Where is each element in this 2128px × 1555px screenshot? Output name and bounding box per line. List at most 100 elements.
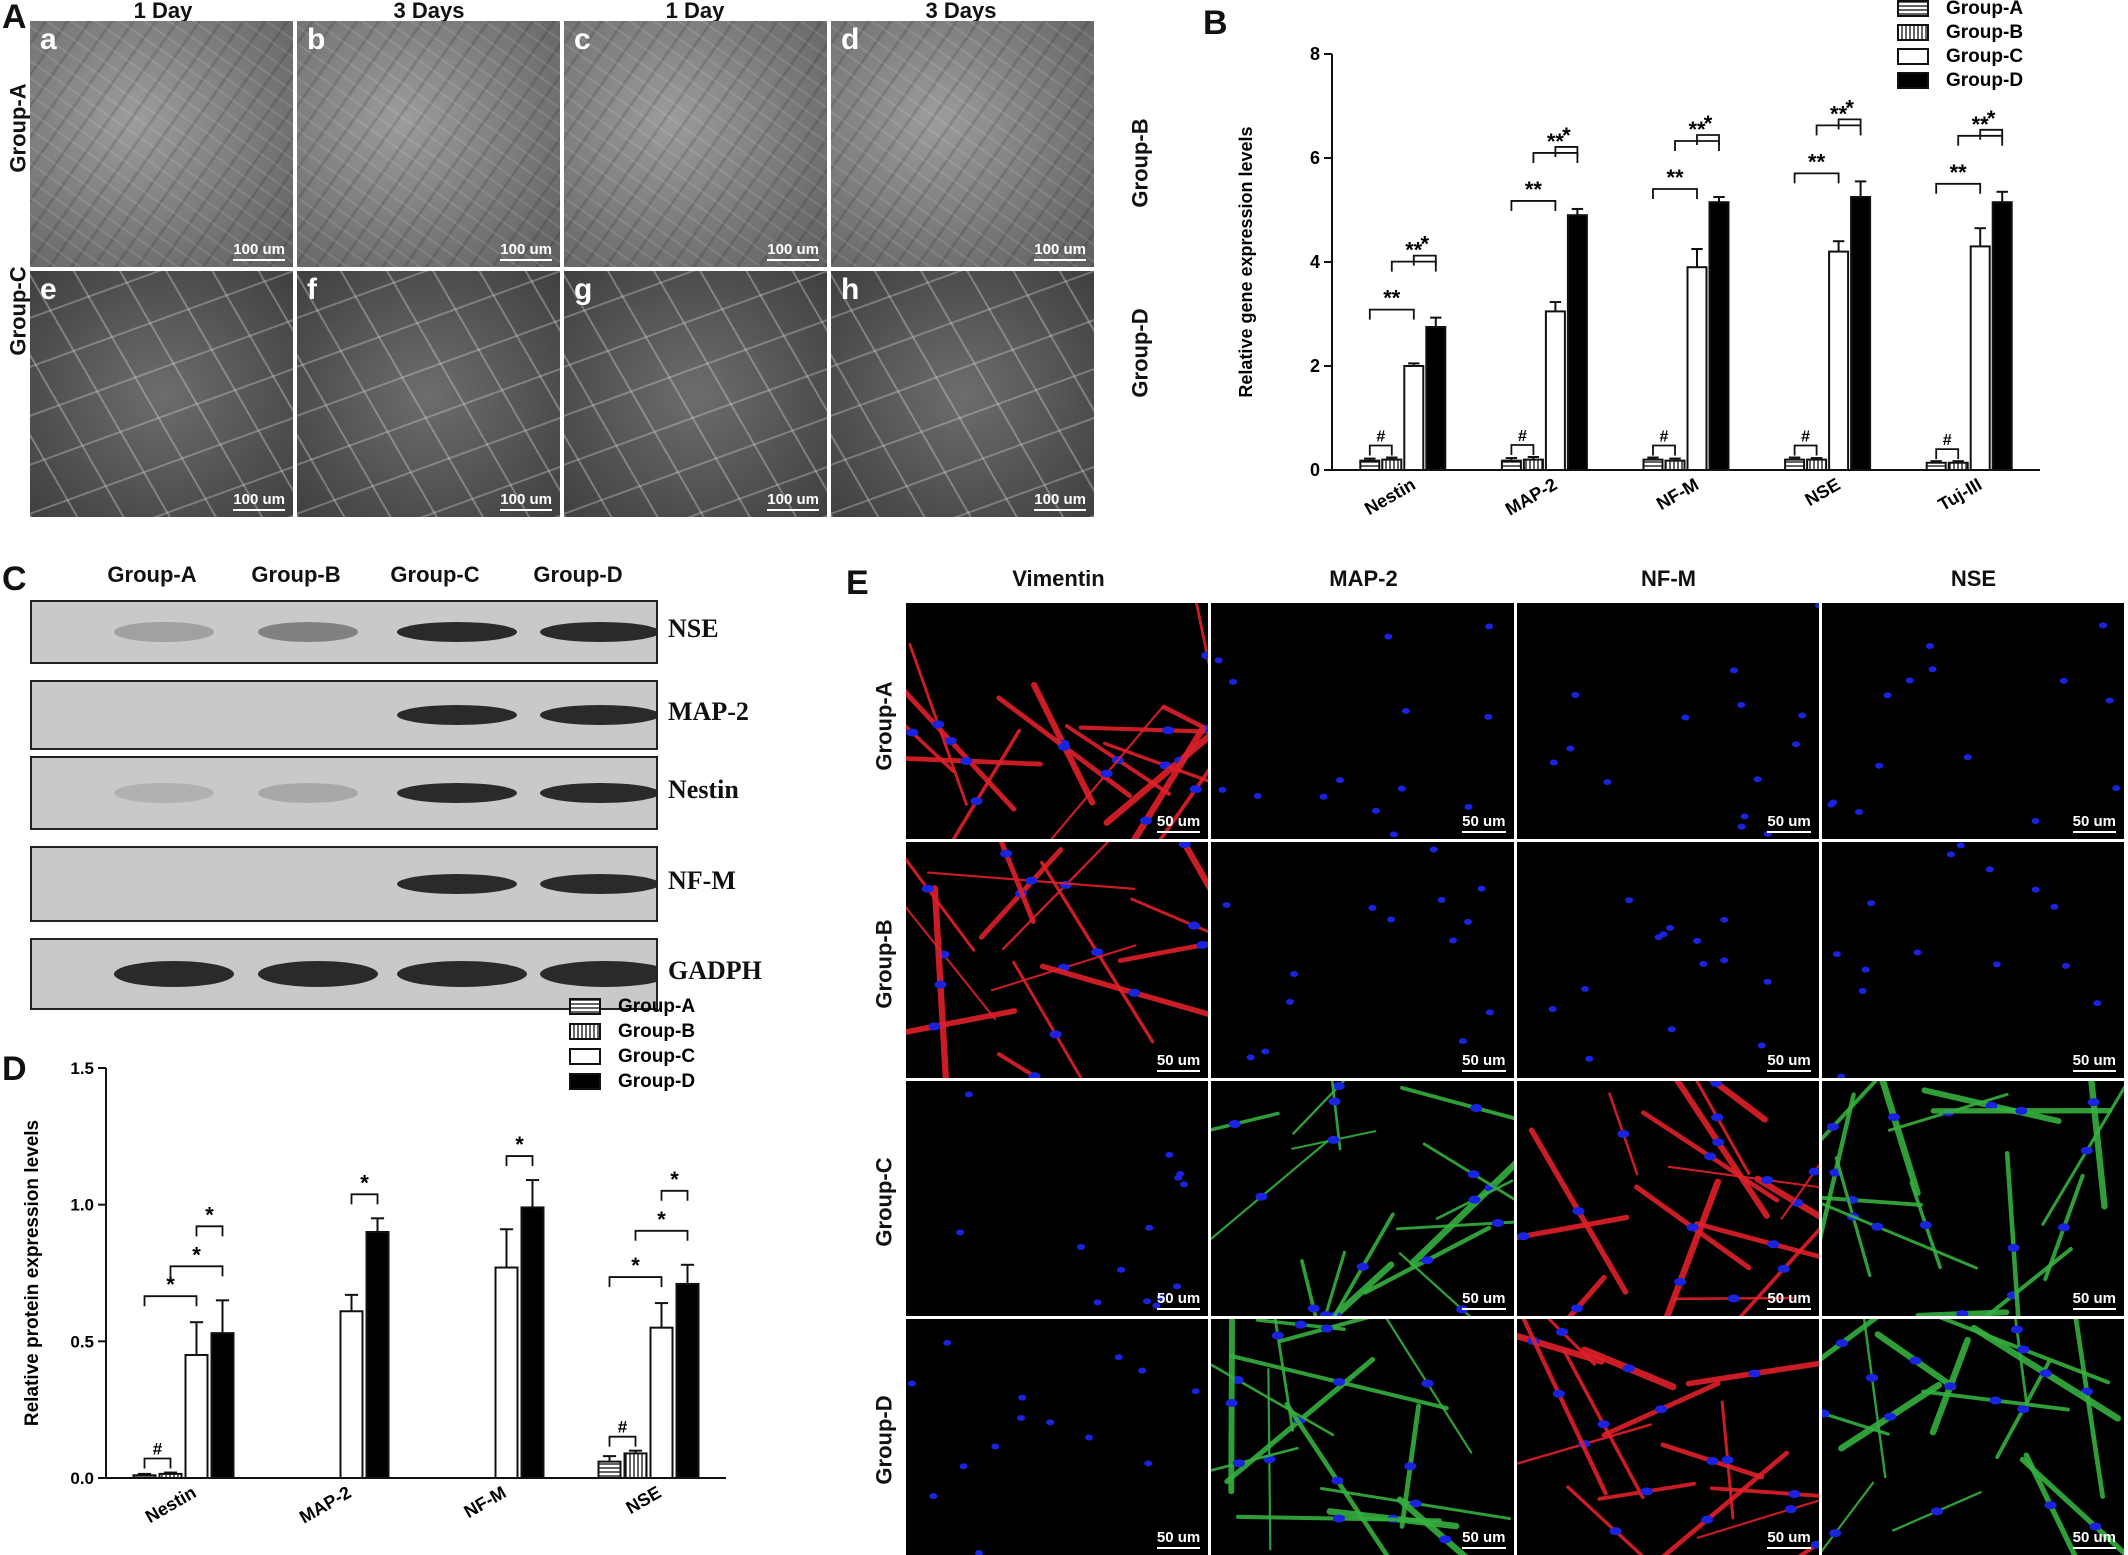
cell-process (1194, 603, 1209, 667)
bar-group-c (184, 1354, 209, 1479)
nucleus (1333, 1378, 1346, 1387)
nucleus (1565, 745, 1574, 752)
scale-bar: 100 um (1034, 491, 1086, 511)
fluorescence-svg (1821, 1080, 2124, 1317)
protein-band (258, 783, 358, 803)
significance-marker: * (360, 1170, 369, 1195)
scale-bar: 50 um (1767, 1052, 1810, 1072)
nucleus (1826, 1122, 1839, 1131)
nucleus (991, 1443, 1000, 1450)
nucleus (944, 736, 957, 745)
significance-bracket (1368, 444, 1393, 456)
significance-bracket (1837, 118, 1862, 130)
scale-bar: 50 um (1157, 1290, 1200, 1310)
nucleus (1858, 987, 1867, 994)
fluorescence-image: 50 um (906, 1319, 1209, 1555)
bar-group-c (339, 1310, 364, 1479)
nucleus (1913, 949, 1922, 956)
y-tick-label: 0.5 (70, 1332, 94, 1351)
cell-process (1862, 1319, 1887, 1479)
if-row-header: Group-C (871, 1157, 897, 1247)
phase-contrast-micrograph: a 100 um (30, 21, 293, 267)
significance-bracket (1979, 128, 2004, 140)
if-column-header: NSE (1950, 566, 1997, 591)
fluorescence-svg (1516, 1319, 1819, 1555)
nucleus (1622, 1364, 1635, 1373)
legend-label: Group-C (618, 1046, 695, 1067)
protein-band (114, 783, 214, 803)
significance-marker: * (1704, 111, 1713, 136)
nucleus (1787, 1490, 1800, 1499)
panel-d-letter: D (2, 1050, 27, 1088)
nucleus (964, 1090, 973, 1097)
nucleus (1821, 1409, 1830, 1418)
nucleus (1328, 1097, 1341, 1106)
significance-bracket (195, 1225, 224, 1237)
nucleus (1719, 916, 1728, 923)
nucleus (1058, 742, 1071, 751)
nucleus (1865, 1374, 1878, 1383)
fluorescence-image: 50 um (1821, 1319, 2124, 1555)
bar-group-b (1947, 461, 1969, 472)
nucleus (1946, 851, 1955, 858)
micrograph-letter: h (841, 273, 860, 306)
bar-group-b (1522, 458, 1544, 472)
nucleus (1673, 1277, 1686, 1286)
legend-swatch (569, 1073, 601, 1090)
if-column-header: Vimentin (1012, 566, 1105, 591)
nucleus (1737, 823, 1746, 830)
nucleus (1485, 623, 1494, 630)
blot-protein-label: NF-M (668, 866, 736, 895)
x-tick-label: MAP-2 (1502, 474, 1561, 519)
nucleus (1944, 1382, 1957, 1391)
cell-process (1039, 963, 1209, 1017)
bar-group-b (1381, 458, 1403, 472)
nucleus (1387, 916, 1396, 923)
fluorescence-svg (1548, 897, 1772, 1062)
nucleus (1398, 785, 1407, 792)
nucleus (956, 1228, 965, 1235)
cell-process (1329, 1261, 1395, 1317)
nucleus (1709, 1080, 1722, 1087)
significance-marker: ** (1666, 165, 1684, 190)
nucleus (1225, 1399, 1238, 1408)
nucleus (1140, 816, 1153, 825)
cell-process (1400, 1085, 1514, 1120)
scale-bar: 100 um (767, 241, 819, 261)
phase-contrast-micrograph: e 100 um (30, 271, 293, 517)
scale-bar: 100 um (233, 491, 285, 511)
nucleus (1654, 1405, 1667, 1414)
fluorescence-image: 50 um (1211, 841, 1514, 1078)
nucleus (1570, 691, 1579, 698)
cell-process (1821, 1195, 1923, 1207)
scale-bar: 50 um (1767, 1290, 1810, 1310)
nucleus (1439, 1535, 1452, 1544)
bar-group-d (675, 1282, 700, 1479)
nucleus (2031, 886, 2040, 893)
significance-marker: # (153, 1440, 163, 1459)
blot-lane-header: Group-A (107, 562, 197, 587)
nucleus (1162, 726, 1175, 735)
nucleus (975, 1550, 984, 1555)
bar-group-d (365, 1231, 390, 1479)
bar-group-a (1500, 459, 1522, 472)
protein-band (397, 783, 517, 803)
nucleus (929, 1493, 938, 1500)
nucleus (1028, 1072, 1041, 1078)
nucleus (1992, 961, 2001, 968)
y-tick-label: 2 (1310, 356, 1320, 376)
protein-band (258, 961, 378, 987)
nucleus (1390, 831, 1399, 838)
nucleus (1421, 1255, 1434, 1264)
significance-marker: * (205, 1202, 214, 1227)
phase-contrast-micrograph: d 100 um (831, 21, 1094, 267)
nucleus (1710, 1112, 1723, 1121)
panel-a-row-label-top-right: Group-B (1127, 118, 1153, 208)
nucleus (1516, 1231, 1529, 1240)
nucleus (1925, 643, 1934, 650)
nucleus (1835, 1339, 1848, 1348)
nucleus (2039, 1369, 2052, 1378)
significance-bracket (1652, 188, 1698, 199)
nucleus (1255, 1192, 1268, 1201)
nucleus (2105, 697, 2114, 704)
